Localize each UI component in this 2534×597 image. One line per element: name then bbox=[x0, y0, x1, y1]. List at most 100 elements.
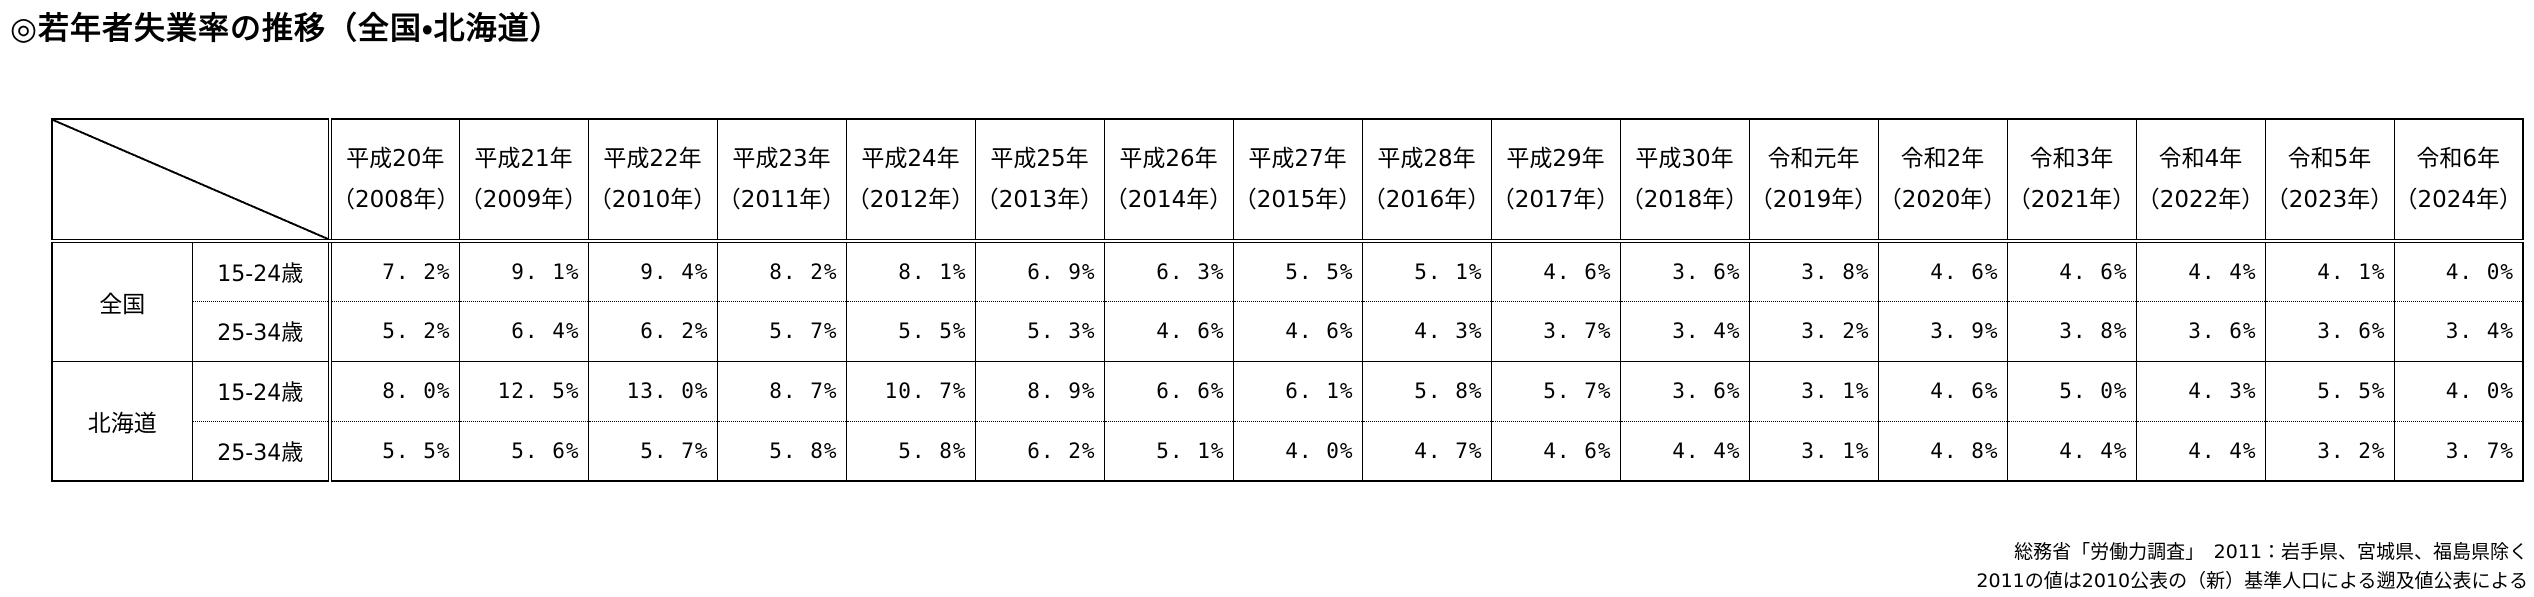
value-cell: 6. 2% bbox=[974, 420, 1105, 482]
year-era-label: 令和2年 bbox=[1900, 145, 1985, 172]
age-cell: 25-34歳 bbox=[191, 300, 331, 362]
value-cell: 8. 9% bbox=[974, 360, 1105, 422]
value-cell: 5. 8% bbox=[845, 420, 976, 482]
value-cell: 4. 8% bbox=[1877, 420, 2008, 482]
value-cell: 3. 6% bbox=[2135, 300, 2266, 362]
value-cell: 3. 7% bbox=[1490, 300, 1621, 362]
value-cell: 3. 7% bbox=[2393, 420, 2524, 482]
value-cell: 4. 6% bbox=[1877, 360, 2008, 422]
year-header-cell: 平成29年 （2017年） bbox=[1490, 118, 1621, 243]
value-cell: 5. 5% bbox=[328, 420, 460, 482]
age-cell: 25-34歳 bbox=[191, 420, 331, 482]
value-cell: 6. 6% bbox=[1103, 360, 1234, 422]
value-cell: 4. 6% bbox=[1490, 420, 1621, 482]
year-western-label: （2016年） bbox=[1362, 186, 1491, 213]
value-cell: 3. 8% bbox=[1748, 240, 1879, 302]
value-cell: 4. 3% bbox=[2135, 360, 2266, 422]
value-cell: 5. 0% bbox=[2006, 360, 2137, 422]
value-cell: 6. 1% bbox=[1232, 360, 1363, 422]
value-cell: 6. 2% bbox=[587, 300, 718, 362]
year-era-label: 令和5年 bbox=[2287, 145, 2372, 172]
value-cell: 8. 0% bbox=[328, 360, 460, 422]
value-cell: 3. 1% bbox=[1748, 420, 1879, 482]
value-cell: 6. 4% bbox=[458, 300, 589, 362]
value-cell: 3. 2% bbox=[2264, 420, 2395, 482]
year-header-cell: 平成30年 （2018年） bbox=[1619, 118, 1750, 243]
unemployment-table: 平成20年 （2008年） 平成21年 （2009年） 平成22年 （2010年） 平成23… bbox=[51, 118, 2524, 482]
table-corner-cell bbox=[51, 118, 331, 243]
value-cell: 4. 7% bbox=[1361, 420, 1492, 482]
footnote-line-1: 総務省「労働力調査」 2011：岩手県、宮城県、福島県除く bbox=[2014, 541, 2528, 563]
year-era-label: 平成27年 bbox=[1248, 145, 1347, 172]
value-cell: 5. 5% bbox=[845, 300, 976, 362]
footnote-line-2: 2011の値は2010公表の（新）基準人口による遡及値公表による bbox=[1976, 570, 2528, 593]
year-header-cell: 平成26年 （2014年） bbox=[1103, 118, 1234, 243]
value-cell: 5. 7% bbox=[716, 300, 847, 362]
year-western-label: （2017年） bbox=[1491, 186, 1620, 213]
year-western-label: （2020年） bbox=[1878, 186, 2007, 213]
year-era-label: 令和元年 bbox=[1767, 145, 1860, 172]
year-western-label: （2008年） bbox=[332, 186, 459, 213]
year-era-label: 平成29年 bbox=[1506, 145, 1605, 172]
value-cell: 3. 6% bbox=[2264, 300, 2395, 362]
value-cell: 4. 6% bbox=[1103, 300, 1234, 362]
year-header-cell: 平成21年 （2009年） bbox=[458, 118, 589, 243]
year-header-cell: 令和4年 （2022年） bbox=[2135, 118, 2266, 243]
value-cell: 5. 7% bbox=[1490, 360, 1621, 422]
year-western-label: （2018年） bbox=[1620, 186, 1749, 213]
value-cell: 3. 6% bbox=[1619, 360, 1750, 422]
value-cell: 3. 6% bbox=[1619, 240, 1750, 302]
value-cell: 6. 9% bbox=[974, 240, 1105, 302]
year-era-label: 平成26年 bbox=[1119, 145, 1218, 172]
year-western-label: （2023年） bbox=[2265, 186, 2394, 213]
value-cell: 5. 8% bbox=[1361, 360, 1492, 422]
year-header-cell: 令和2年 （2020年） bbox=[1877, 118, 2008, 243]
year-era-label: 平成28年 bbox=[1377, 145, 1476, 172]
value-cell: 4. 6% bbox=[1877, 240, 2008, 302]
value-cell: 9. 4% bbox=[587, 240, 718, 302]
value-cell: 3. 4% bbox=[2393, 300, 2524, 362]
year-western-label: （2024年） bbox=[2394, 186, 2523, 213]
value-cell: 5. 5% bbox=[2264, 360, 2395, 422]
year-western-label: （2011年） bbox=[717, 186, 846, 213]
value-cell: 4. 0% bbox=[1232, 420, 1363, 482]
value-cell: 4. 6% bbox=[1232, 300, 1363, 362]
value-cell: 8. 1% bbox=[845, 240, 976, 302]
value-cell: 4. 6% bbox=[1490, 240, 1621, 302]
value-cell: 4. 0% bbox=[2393, 360, 2524, 422]
year-western-label: （2013年） bbox=[975, 186, 1104, 213]
source-footnote: 総務省「労働力調査」 2011：岩手県、宮城県、福島県除く 2011の値は201… bbox=[1976, 538, 2528, 597]
table-header-row: 平成20年 （2008年） 平成21年 （2009年） 平成22年 （2010年） 平成23… bbox=[51, 118, 2524, 243]
year-header-cell: 平成25年 （2013年） bbox=[974, 118, 1105, 243]
value-cell: 8. 7% bbox=[716, 360, 847, 422]
year-era-label: 平成24年 bbox=[861, 145, 960, 172]
value-cell: 3. 9% bbox=[1877, 300, 2008, 362]
value-cell: 4. 0% bbox=[2393, 240, 2524, 302]
value-cell: 8. 2% bbox=[716, 240, 847, 302]
year-era-label: 平成23年 bbox=[732, 145, 831, 172]
year-western-label: （2019年） bbox=[1749, 186, 1878, 213]
region-cell: 北海道 bbox=[51, 360, 193, 482]
value-cell: 5. 2% bbox=[328, 300, 460, 362]
value-cell: 4. 1% bbox=[2264, 240, 2395, 302]
value-cell: 13. 0% bbox=[587, 360, 718, 422]
year-western-label: （2010年） bbox=[588, 186, 717, 213]
table-row: 全国 15-24歳 7. 2% 9. 1% 9. 4% 8. 2% 8. 1% 6. 9% 6.… bbox=[51, 240, 2524, 362]
value-cell: 5. 5% bbox=[1232, 240, 1363, 302]
region-cell: 全国 bbox=[51, 240, 193, 362]
table-row: 25-34歳 5. 5% 5. 6% 5. 7% 5. 8% 5. 8% 6. 2% 5. 1… bbox=[52, 420, 2524, 482]
year-header-cell: 令和6年 （2024年） bbox=[2393, 118, 2524, 243]
value-cell: 9. 1% bbox=[458, 240, 589, 302]
value-cell: 5. 6% bbox=[458, 420, 589, 482]
year-era-label: 平成21年 bbox=[474, 145, 573, 172]
value-cell: 3. 8% bbox=[2006, 300, 2137, 362]
year-header-cell: 平成20年 （2008年） bbox=[328, 118, 460, 243]
year-western-label: （2015年） bbox=[1233, 186, 1362, 213]
year-header-cell: 令和3年 （2021年） bbox=[2006, 118, 2137, 243]
year-header-cell: 令和5年 （2023年） bbox=[2264, 118, 2395, 243]
value-cell: 3. 2% bbox=[1748, 300, 1879, 362]
year-era-label: 令和6年 bbox=[2416, 145, 2501, 172]
value-cell: 5. 1% bbox=[1103, 420, 1234, 482]
value-cell: 4. 4% bbox=[2135, 240, 2266, 302]
value-cell: 4. 4% bbox=[1619, 420, 1750, 482]
